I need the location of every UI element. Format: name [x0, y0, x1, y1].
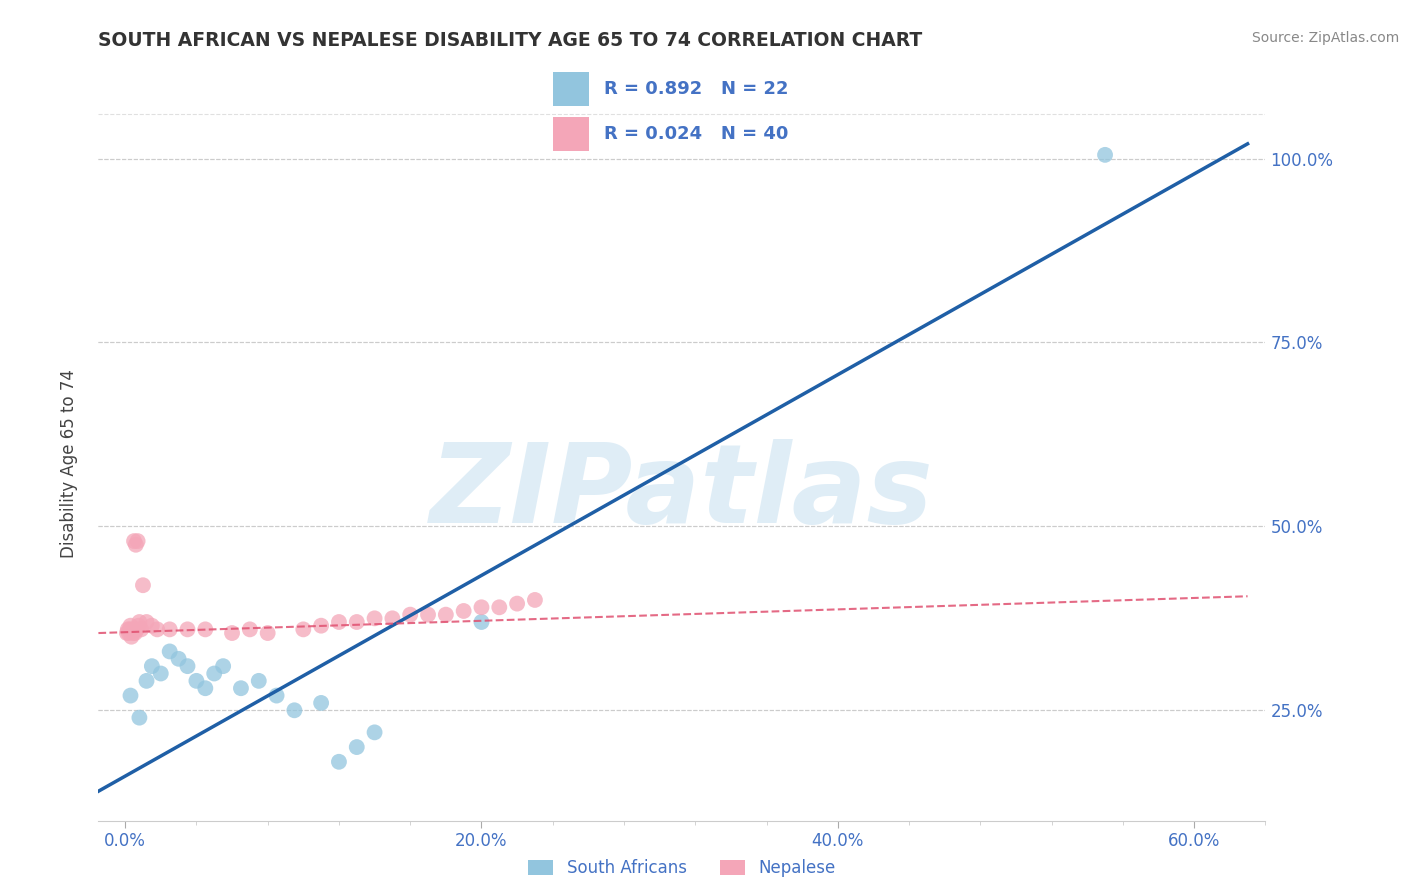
Point — [159, 623, 181, 637]
Point — [146, 623, 169, 637]
Point — [488, 600, 510, 615]
Point — [194, 681, 217, 696]
Point — [202, 666, 225, 681]
Point — [122, 626, 145, 640]
Point — [346, 740, 368, 755]
Point — [159, 644, 181, 658]
Point — [328, 755, 350, 769]
Point — [125, 538, 148, 552]
Point — [346, 615, 368, 629]
Point — [266, 689, 288, 703]
Text: SOUTH AFRICAN VS NEPALESE DISABILITY AGE 65 TO 74 CORRELATION CHART: SOUTH AFRICAN VS NEPALESE DISABILITY AGE… — [98, 31, 922, 50]
Point — [221, 626, 243, 640]
Point — [128, 618, 150, 632]
Point — [194, 623, 217, 637]
Point — [416, 607, 439, 622]
Point — [118, 623, 141, 637]
Point — [434, 607, 457, 622]
Point — [292, 623, 315, 637]
Y-axis label: Disability Age 65 to 74: Disability Age 65 to 74 — [59, 369, 77, 558]
Point — [118, 626, 141, 640]
Point — [125, 623, 148, 637]
Point — [122, 534, 145, 549]
Point — [363, 725, 385, 739]
Point — [381, 611, 404, 625]
Point — [141, 659, 163, 673]
Point — [121, 623, 143, 637]
Point — [186, 673, 208, 688]
Point — [470, 615, 492, 629]
Point — [128, 615, 150, 629]
Point — [212, 659, 235, 673]
Point — [229, 681, 252, 696]
Point — [470, 600, 492, 615]
Point — [132, 578, 155, 592]
FancyBboxPatch shape — [553, 72, 589, 105]
Point — [399, 607, 422, 622]
Point — [124, 626, 146, 640]
Point — [309, 618, 332, 632]
Point — [247, 673, 270, 688]
Point — [283, 703, 305, 717]
Point — [1094, 148, 1116, 162]
Point — [129, 623, 152, 637]
Point — [506, 597, 529, 611]
Point — [141, 618, 163, 632]
Point — [176, 659, 198, 673]
FancyBboxPatch shape — [553, 118, 589, 151]
Point — [128, 711, 150, 725]
Point — [149, 666, 172, 681]
Text: R = 0.024   N = 40: R = 0.024 N = 40 — [605, 125, 789, 143]
Legend: South Africans, Nepalese: South Africans, Nepalese — [522, 853, 842, 884]
Point — [309, 696, 332, 710]
Point — [363, 611, 385, 625]
Point — [117, 623, 139, 637]
Point — [256, 626, 278, 640]
Point — [120, 618, 142, 632]
Text: ZIPatlas: ZIPatlas — [430, 439, 934, 546]
Text: R = 0.892   N = 22: R = 0.892 N = 22 — [605, 80, 789, 98]
Point — [115, 626, 138, 640]
Point — [127, 534, 149, 549]
Point — [176, 623, 198, 637]
Point — [135, 615, 157, 629]
Point — [239, 623, 262, 637]
Point — [167, 652, 190, 666]
Point — [453, 604, 475, 618]
Text: Source: ZipAtlas.com: Source: ZipAtlas.com — [1251, 31, 1399, 45]
Point — [523, 593, 546, 607]
Point — [328, 615, 350, 629]
Point — [120, 689, 142, 703]
Point — [120, 630, 142, 644]
Point — [135, 673, 157, 688]
